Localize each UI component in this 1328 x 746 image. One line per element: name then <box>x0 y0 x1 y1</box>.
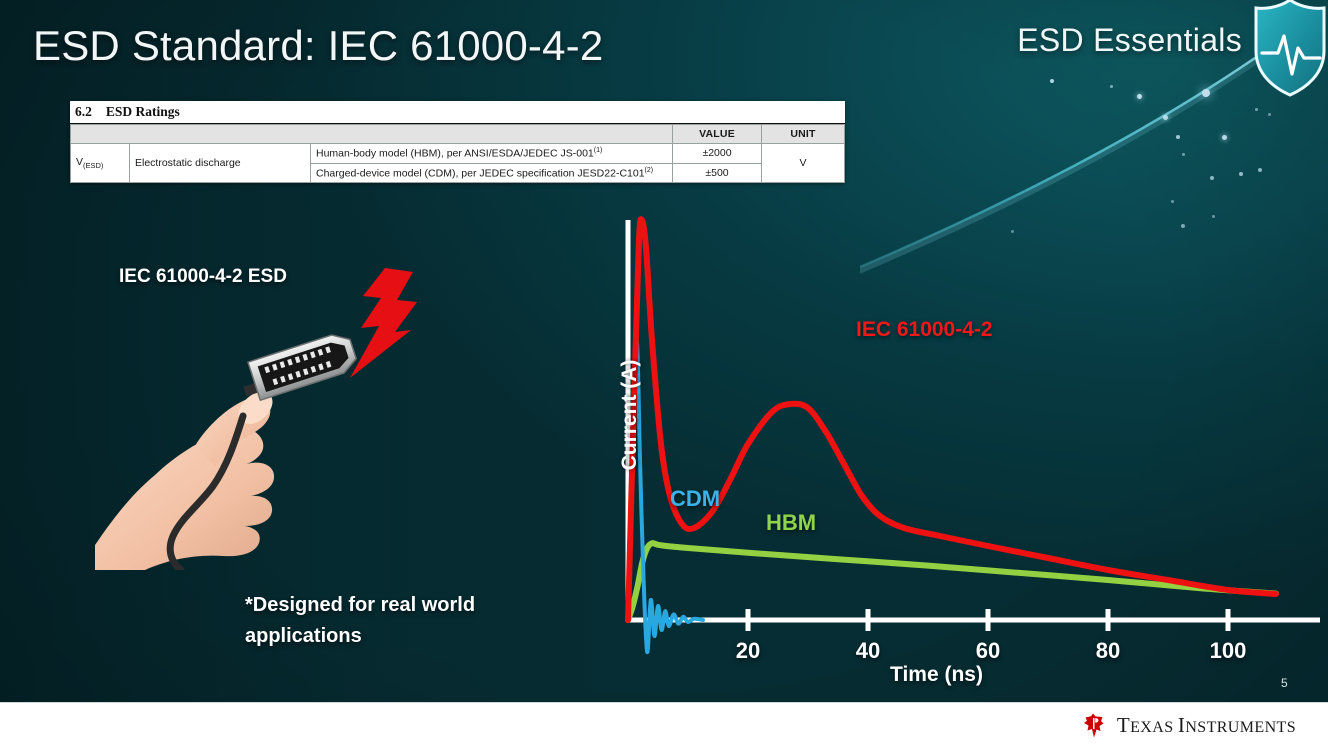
series-label-cdm: CDM <box>670 486 721 511</box>
footer-bar <box>0 702 1328 746</box>
esd-ratings-table: 6.2 ESD Ratings VALUE UNIT V(ESD) Electr… <box>70 101 845 183</box>
x-tick-label: 60 <box>975 638 1001 663</box>
cell-unit: V <box>761 143 845 183</box>
ti-company-name: TEXAS INSTRUMENTS <box>1117 713 1296 738</box>
cell-value-cdm: ±500 <box>672 162 762 183</box>
series-label-hbm: HBM <box>766 510 817 535</box>
ti-texas-logo-icon <box>1083 713 1104 738</box>
chart-plot-area <box>625 216 1320 655</box>
ratings-grid: VALUE UNIT V(ESD) Electrostatic discharg… <box>70 124 845 183</box>
x-axis-label: Time (ns) <box>890 663 983 686</box>
cable-icon <box>166 412 247 574</box>
x-tick-label: 20 <box>735 638 761 663</box>
hdmi-connector-icon <box>243 334 357 402</box>
header-blank <box>70 124 673 144</box>
symbol-sub: (ESD) <box>83 161 104 171</box>
illustration-note: *Designed for real world applications <box>245 594 476 647</box>
y-axis-label: Current (A) <box>618 359 641 471</box>
cell-parameter: Electrostatic discharge <box>129 143 311 183</box>
section-number: 6.2 <box>75 104 92 119</box>
header-value: VALUE <box>672 124 762 144</box>
esd-waveform-chart: Current (A) Time (ns) 20 40 60 80 100 IEC 61… <box>560 195 1320 695</box>
table-row: Charged-device model (CDM), per JEDEC sp… <box>71 162 845 183</box>
symbol-main: V <box>76 155 84 168</box>
cell-description-hbm: Human-body model (HBM), per ANSI/ESDA/JE… <box>310 143 673 164</box>
illustration-label: IEC 61000-4-2 ESD <box>119 266 287 287</box>
table-section-heading: 6.2 ESD Ratings <box>70 101 845 124</box>
shield-pulse-icon <box>1248 0 1328 100</box>
cell-description-cdm: Charged-device model (CDM), per JEDEC sp… <box>310 162 673 183</box>
page-number: 5 <box>1281 676 1288 690</box>
ti-name-nstruments: NSTRUMENTS <box>1185 719 1296 736</box>
cell-value-hbm: ±2000 <box>672 143 762 164</box>
desc-text-hbm: Human-body model (HBM), per ANSI/ESDA/JE… <box>316 147 594 160</box>
decorative-arc <box>860 0 1328 300</box>
page-title: ESD Standard: IEC 61000-4-2 <box>33 22 604 69</box>
series-label-iec: IEC 61000-4-2 <box>856 318 993 341</box>
table-row: V(ESD) Electrostatic discharge Human-bod… <box>70 143 845 183</box>
section-title: ESD Ratings <box>105 104 180 119</box>
ti-name-t: T <box>1116 713 1131 737</box>
table-header-row: VALUE UNIT <box>70 124 845 144</box>
x-tick-label: 80 <box>1095 638 1121 663</box>
ti-name-i: I <box>1177 713 1186 737</box>
lightning-bolt-icon <box>350 268 417 378</box>
hand-icon <box>85 391 275 570</box>
ti-name-exas: EXAS <box>1130 719 1178 736</box>
brand-label: ESD Essentials <box>1017 22 1242 58</box>
cell-symbol: V(ESD) <box>70 143 130 183</box>
desc-text-cdm: Charged-device model (CDM), per JEDEC sp… <box>316 167 645 179</box>
x-tick-label: 100 <box>1209 638 1247 663</box>
esd-illustration <box>85 260 435 574</box>
footnote-2: (2) <box>644 166 654 174</box>
footnote-1: (1) <box>593 147 603 154</box>
header-unit: UNIT <box>761 124 845 144</box>
ti-logo: TEXAS INSTRUMENTS <box>1081 712 1296 739</box>
x-tick-label: 40 <box>855 638 881 663</box>
